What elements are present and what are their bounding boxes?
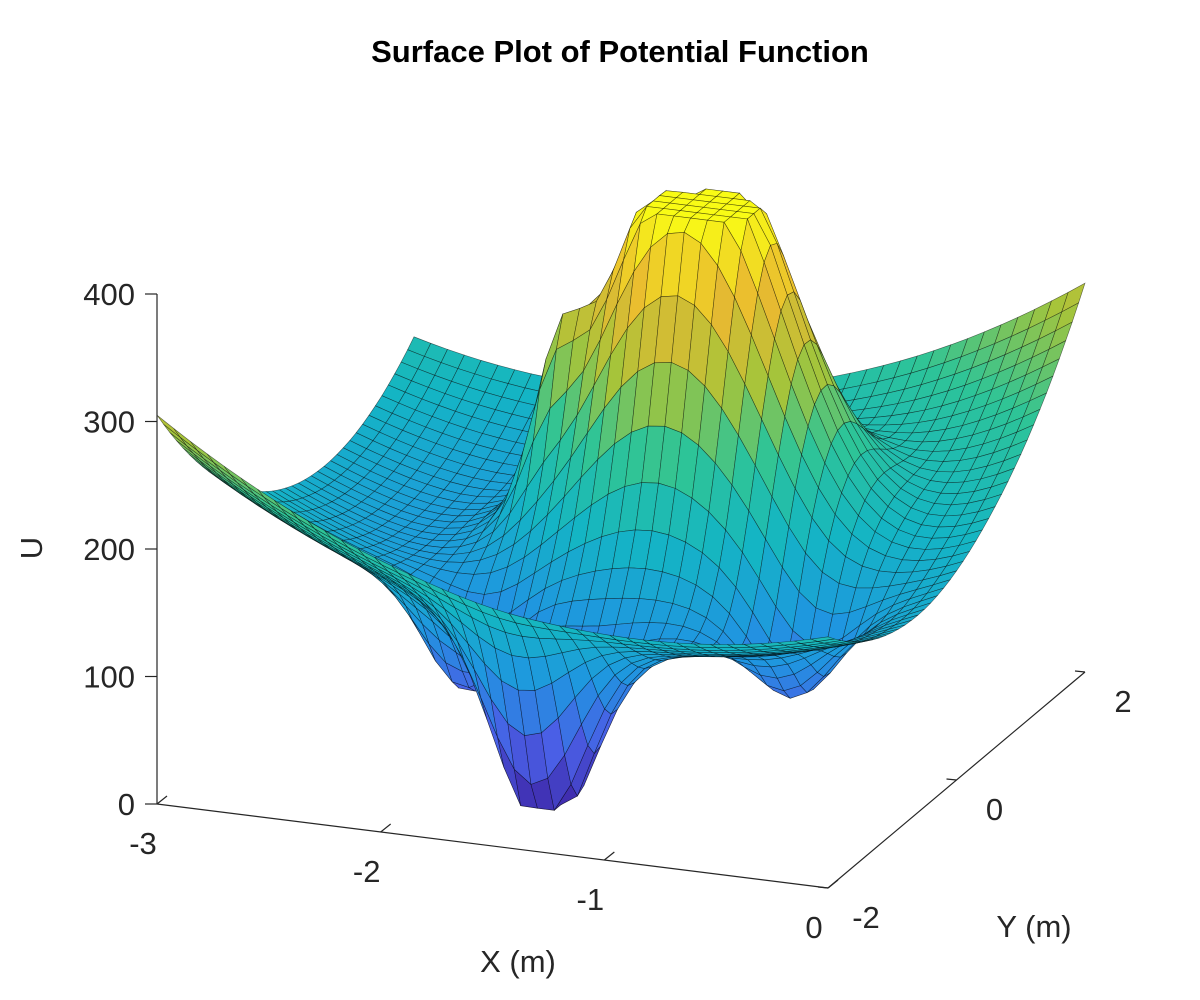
x-tick-label: -2 bbox=[353, 854, 381, 889]
y-tick-mark bbox=[817, 886, 829, 889]
x-tick-label: -1 bbox=[577, 882, 605, 917]
z-tick-label: 400 bbox=[83, 277, 135, 312]
y-tick-label: -2 bbox=[852, 900, 880, 935]
x-tick-mark bbox=[827, 879, 839, 889]
z-ticks: 0 100 200 300 400 bbox=[83, 277, 157, 822]
x-axis-line bbox=[156, 803, 829, 889]
y-ticks: -2 0 2 bbox=[817, 670, 1132, 935]
x-tick-mark bbox=[603, 851, 615, 861]
x-tick-label: 0 bbox=[805, 910, 822, 945]
x-axis-label: X (m) bbox=[480, 944, 556, 979]
y-tick-mark bbox=[1074, 670, 1086, 673]
surface-patch bbox=[156, 414, 181, 438]
z-tick-label: 100 bbox=[83, 660, 135, 695]
surface-mesh bbox=[156, 188, 1086, 812]
x-ticks: -3 -2 -1 0 bbox=[129, 795, 839, 945]
z-tick-label: 0 bbox=[118, 787, 135, 822]
x-tick-mark bbox=[380, 823, 392, 833]
z-tick-label: 200 bbox=[83, 532, 135, 567]
z-tick-label: 300 bbox=[83, 405, 135, 440]
axes: -3 -2 -1 0 -2 0 2 0 100 200 300 400 bbox=[83, 277, 1131, 945]
y-tick-label: 0 bbox=[986, 792, 1003, 827]
surface-patch bbox=[811, 636, 835, 642]
chart-title: Surface Plot of Potential Function bbox=[371, 34, 869, 69]
y-tick-label: 2 bbox=[1114, 684, 1131, 719]
x-tick-label: -3 bbox=[129, 826, 157, 861]
z-axis-label: U bbox=[14, 537, 49, 559]
y-tick-mark bbox=[946, 778, 957, 781]
x-tick-mark bbox=[156, 795, 168, 805]
surface-patch bbox=[163, 423, 187, 446]
y-axis-label: Y (m) bbox=[996, 909, 1071, 944]
